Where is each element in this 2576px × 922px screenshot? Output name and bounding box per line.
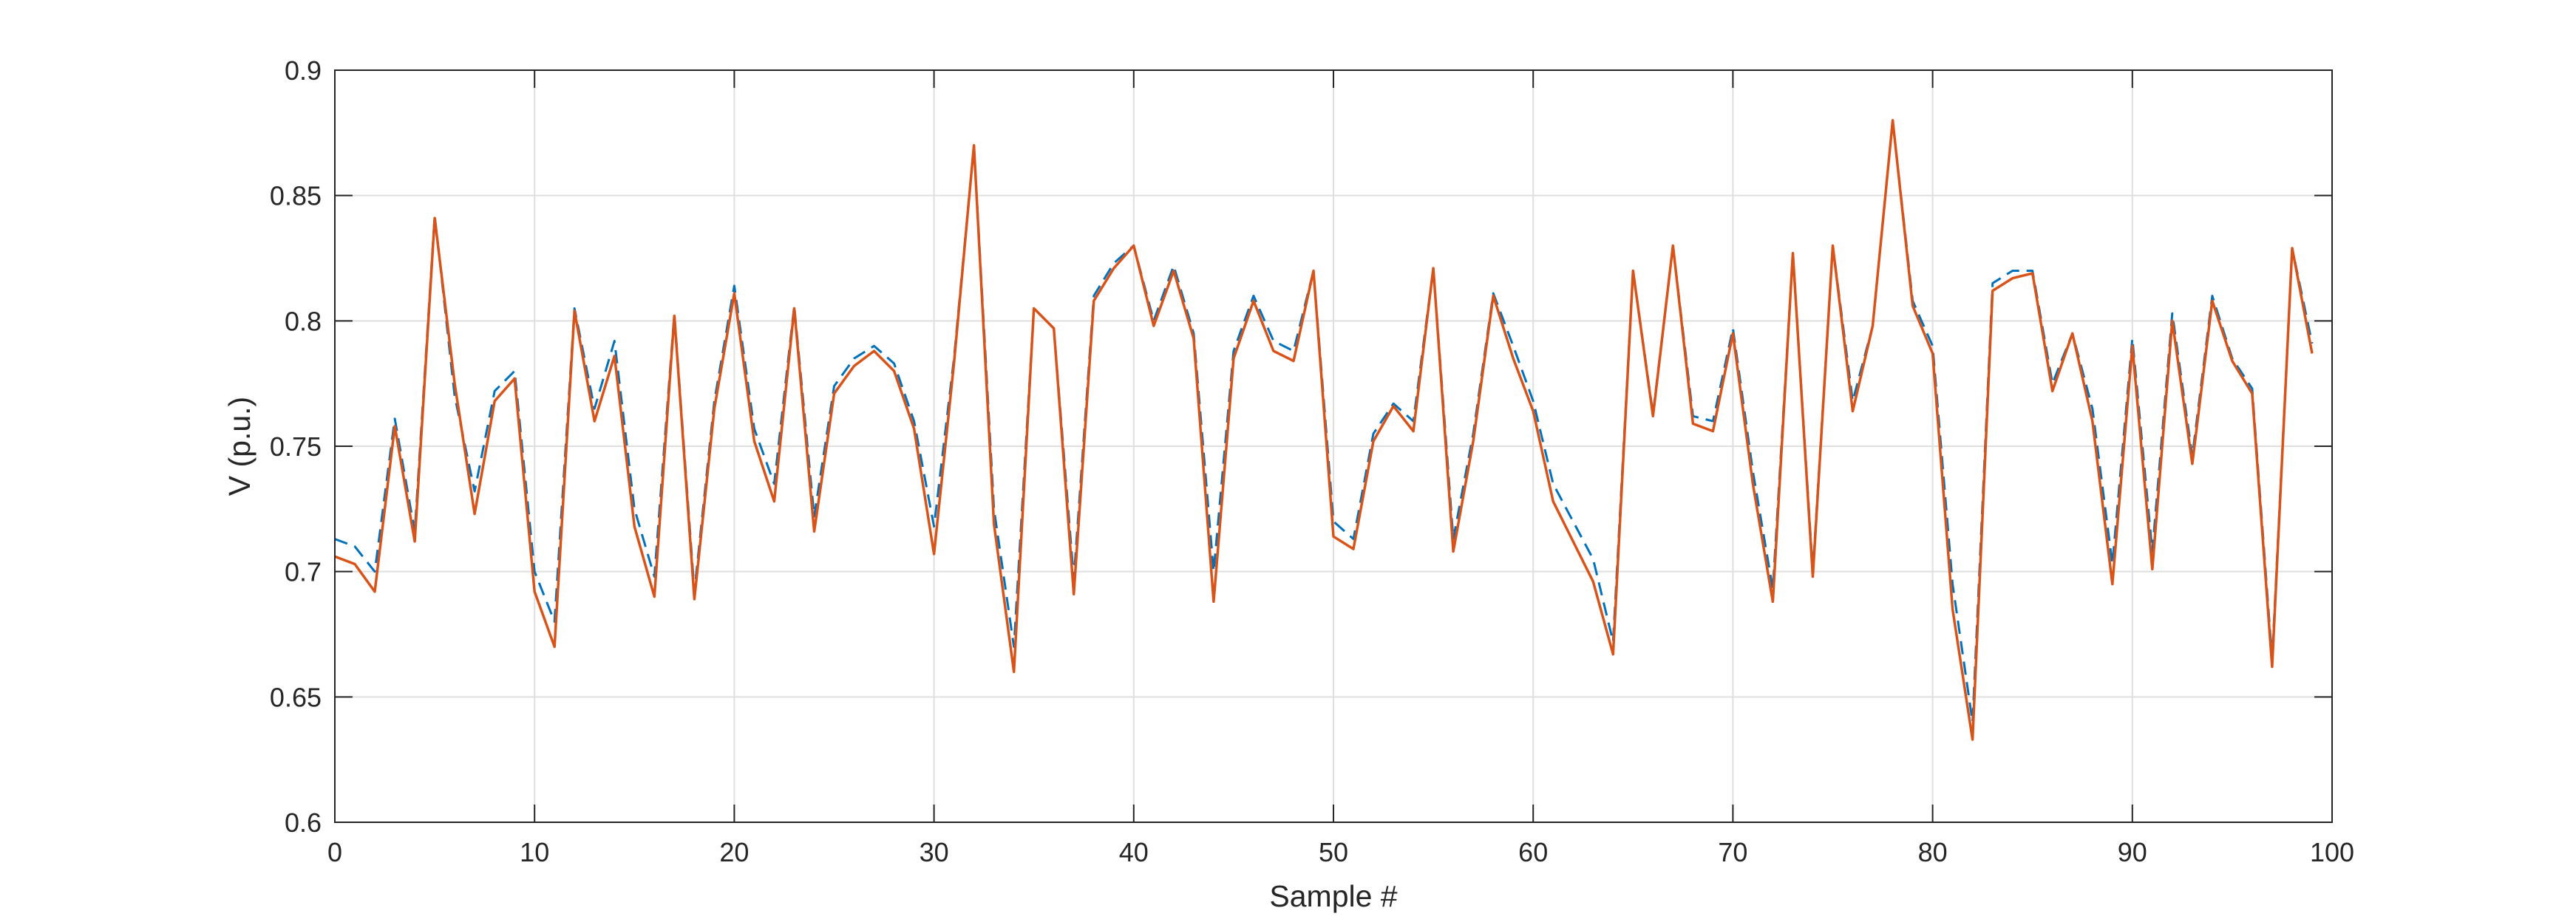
series-2-solid-line — [334, 119, 2314, 741]
x-tick-label: 10 — [520, 837, 549, 867]
x-tick-label: 20 — [719, 837, 749, 867]
y-axis-label: V (p.u.) — [222, 397, 256, 496]
y-tick-label: 0.9 — [285, 55, 322, 86]
x-tick-label: 80 — [1918, 837, 1948, 867]
y-tick-label: 0.6 — [285, 807, 322, 838]
x-tick-label: 50 — [1319, 837, 1348, 867]
tick-labels: 0 10 20 30 40 50 60 70 80 90 100 0.6 0.65 0.7 0.75 0.8 0… — [270, 55, 2354, 867]
x-tick-label: 70 — [1718, 837, 1747, 867]
x-axis-label: Sample # — [1269, 879, 1397, 913]
y-tick-label: 0.7 — [285, 557, 322, 587]
axis-ticks — [334, 69, 2333, 823]
x-tick-label: 40 — [1119, 837, 1149, 867]
series-layer — [334, 119, 2314, 741]
x-tick-label: 100 — [2310, 837, 2354, 867]
y-tick-label: 0.65 — [270, 682, 322, 712]
x-tick-label: 0 — [327, 837, 342, 867]
x-tick-label: 30 — [920, 837, 949, 867]
x-tick-label: 60 — [1518, 837, 1548, 867]
y-tick-label: 0.8 — [285, 306, 322, 336]
x-tick-label: 90 — [2118, 837, 2147, 867]
y-tick-label: 0.75 — [270, 431, 322, 462]
y-tick-label: 0.85 — [270, 181, 322, 211]
